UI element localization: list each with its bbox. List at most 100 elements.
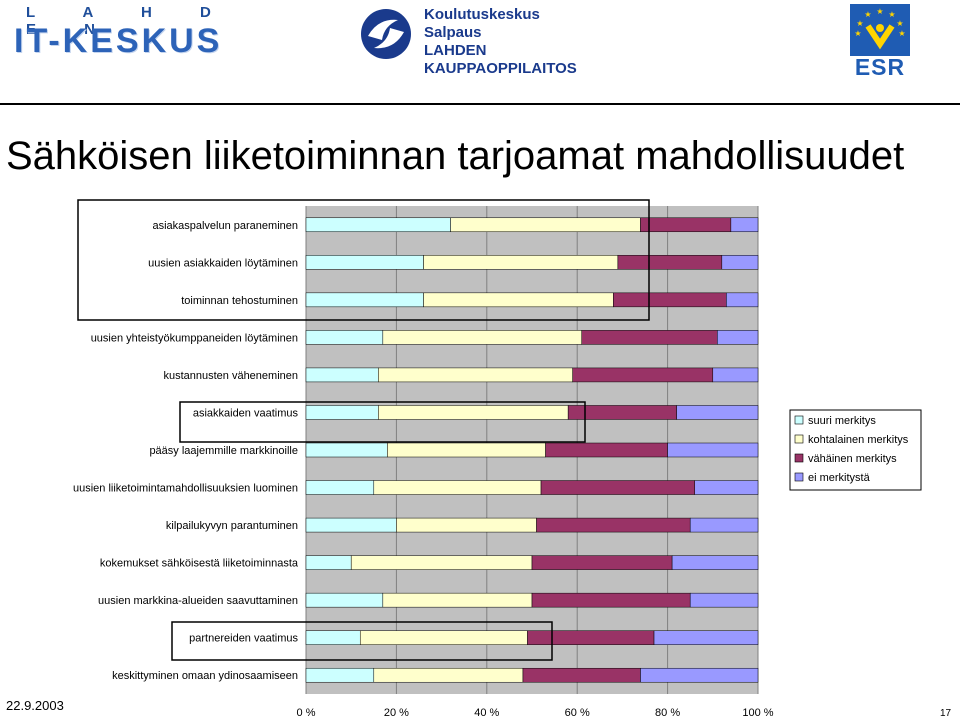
bar-segment	[305, 405, 379, 420]
bar-segment	[373, 667, 524, 683]
bar-segment	[540, 480, 695, 495]
bar-segment	[305, 630, 361, 645]
svg-text:★: ★	[864, 10, 871, 19]
legend-swatch	[794, 415, 804, 425]
bar-segment	[536, 517, 691, 533]
esr-logo: ★ ★ ★ ★ ★ ★ ★ ESR	[850, 4, 910, 80]
bar-segment	[689, 592, 759, 608]
bar-segment	[305, 517, 397, 533]
bar-segment	[350, 555, 533, 570]
bar-segment	[305, 255, 424, 270]
category-label: uusien liiketoimintamahdollisuuksien luo…	[73, 483, 298, 495]
bar-segment	[396, 517, 537, 533]
bar-segment	[378, 405, 569, 420]
bar-segment	[721, 255, 759, 270]
category-label: partnereiden vaatimus	[189, 633, 298, 645]
bar-segment	[717, 330, 759, 345]
category-label: kustannusten väheneminen	[163, 370, 298, 382]
bar-segment	[423, 255, 619, 270]
bar-segment	[581, 330, 718, 345]
bar-segment	[373, 480, 542, 495]
bar-segment	[694, 480, 759, 495]
svg-text:★: ★	[876, 7, 883, 16]
bar-segment	[667, 442, 759, 458]
salpaus-line-1: Koulutuskeskus Salpaus	[424, 6, 540, 41]
bar-segment	[640, 217, 732, 233]
svg-text:★: ★	[854, 29, 861, 38]
bar-segment	[653, 630, 759, 645]
bar-segment	[305, 292, 424, 308]
bar-segment	[378, 367, 573, 383]
bar-segment	[671, 555, 759, 570]
svg-text:★: ★	[898, 29, 905, 38]
page-number: 17	[940, 708, 952, 719]
esr-label: ESR	[854, 54, 906, 80]
bar-segment	[305, 367, 379, 383]
bar-segment	[712, 367, 759, 383]
svg-text:★: ★	[888, 10, 895, 19]
legend-label: suuri merkitys	[808, 415, 876, 427]
category-label: uusien yhteistyökumppaneiden löytäminen	[91, 332, 298, 344]
bar-segment	[305, 592, 384, 608]
bar-segment	[305, 217, 451, 233]
slide-header: L A H D E N IT-KESKUS Koulutuskeskus Sal…	[0, 0, 960, 104]
bar-segment	[305, 480, 375, 495]
svg-text:★: ★	[896, 19, 903, 28]
bar-segment	[689, 517, 759, 533]
category-label: pääsy laajemmille markkinoille	[149, 445, 298, 457]
category-label: kilpailukyvyn parantuminen	[166, 520, 298, 532]
eu-stars-icon: ★ ★ ★ ★ ★ ★ ★	[850, 4, 910, 56]
header-divider	[0, 103, 960, 105]
bar-segment	[423, 292, 614, 308]
legend-swatch	[794, 434, 804, 444]
bar-segment	[531, 555, 673, 570]
bar-segment	[305, 667, 375, 683]
x-tick-label: 40 %	[474, 707, 499, 719]
bar-segment	[305, 442, 388, 458]
svg-text:★: ★	[856, 19, 863, 28]
salpaus-text: Koulutuskeskus Salpaus LAHDEN KAUPPAOPPI…	[424, 6, 598, 78]
legend-label: ei merkitystä	[808, 472, 871, 484]
bar-segment	[640, 667, 759, 683]
legend-label: vähäinen merkitys	[808, 453, 897, 465]
itk-logo-top-text: L A H D E N	[26, 4, 233, 38]
bar-segment	[617, 255, 723, 270]
highlight-box-partnerit	[171, 621, 553, 661]
x-tick-label: 60 %	[565, 707, 590, 719]
x-tick-label: 20 %	[384, 707, 409, 719]
salpaus-line-2: LAHDEN	[424, 42, 487, 59]
bar-segment	[387, 442, 546, 458]
category-label: uusien asiakkaiden löytäminen	[148, 257, 298, 269]
salpaus-line-3: KAUPPAOPPILAITOS	[424, 60, 577, 77]
slide-date: 22.9.2003	[6, 698, 64, 713]
highlight-box-asiakkaat	[179, 401, 586, 443]
category-label: keskittyminen omaan ydinosaamiseen	[112, 670, 298, 682]
legend-label: kohtalainen merkitys	[808, 434, 909, 446]
slide-title: Sähköisen liiketoiminnan tarjoamat mahdo…	[6, 134, 905, 178]
legend-swatch	[794, 453, 804, 463]
bar-segment	[676, 405, 759, 420]
bar-segment	[527, 630, 655, 645]
bar-segment	[726, 292, 759, 308]
x-tick-label: 0 %	[297, 707, 316, 719]
x-tick-label: 100 %	[742, 707, 773, 719]
bar-segment	[382, 330, 582, 345]
legend-box	[789, 409, 922, 491]
stacked-bar-chart: 0 % 20 % 40 % 60 % 80 % 100 % asiakaspalvelun …	[73, 199, 922, 719]
bar-segment	[545, 442, 668, 458]
bar-segment	[450, 217, 641, 233]
itk-logo-main-text: IT-KESKUS	[14, 22, 223, 60]
salpaus-emblem-icon	[361, 9, 411, 59]
lahden-it-keskus-logo: L A H D E N IT-KESKUS	[14, 4, 264, 74]
bar-segment	[382, 592, 533, 608]
bar-segment	[613, 292, 727, 308]
bar-segment	[359, 630, 528, 645]
bar-segment	[305, 330, 384, 345]
legend-swatch	[794, 472, 804, 482]
category-label: uusien markkina-alueiden saavuttaminen	[98, 595, 298, 607]
bar-segment	[531, 592, 691, 608]
bar-segment	[305, 555, 352, 570]
category-label: asiakaspalvelun paraneminen	[152, 220, 298, 232]
highlight-box-top	[77, 199, 650, 321]
x-tick-label: 80 %	[655, 707, 680, 719]
